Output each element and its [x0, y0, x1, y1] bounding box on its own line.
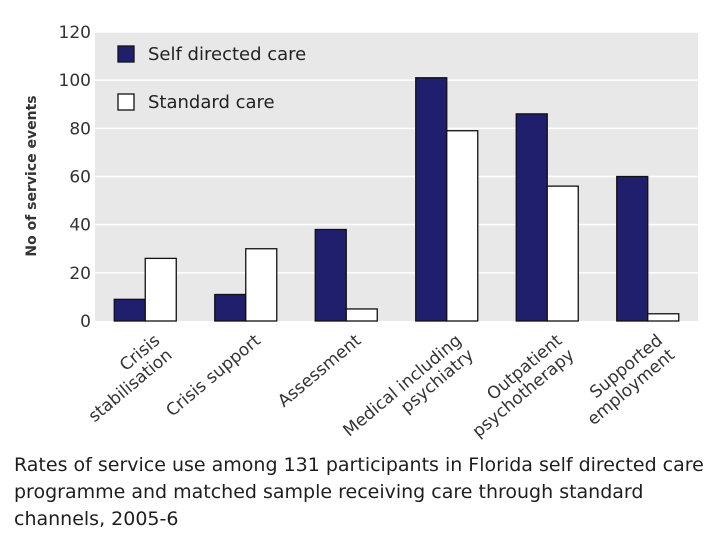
- bar-standard-5: [647, 313, 680, 322]
- y-tick-label: 100: [59, 71, 91, 91]
- bar-standard-4: [546, 185, 579, 322]
- legend-label: Standard care: [148, 92, 275, 113]
- figure-caption: Rates of service use among 131 participa…: [14, 454, 704, 530]
- bar-chart: 0 20 40 60 80 100 120 CrisisstabilisationCrisi…: [24, 23, 698, 442]
- bar-self-directed-5: [616, 175, 649, 322]
- bar-self-directed-0: [113, 298, 146, 322]
- bar-self-directed-4: [515, 113, 548, 322]
- bar-self-directed-3: [415, 77, 448, 322]
- bars: [113, 77, 680, 322]
- y-tick-label: 20: [69, 264, 91, 284]
- y-tick-label: 80: [69, 119, 91, 139]
- y-axis-ticks: 0 20 40 60 80 100 120: [59, 23, 91, 332]
- y-tick-label: 120: [59, 23, 91, 43]
- legend-swatch: [117, 93, 135, 111]
- bar-self-directed-1: [214, 293, 247, 322]
- x-tick-label: Outpatientpsychotherapy: [457, 330, 579, 441]
- gridlines: [95, 31, 698, 274]
- bar-standard-3: [446, 130, 479, 322]
- x-tick-label: Crisisstabilisation: [73, 331, 177, 427]
- y-axis-label: No of service events: [24, 95, 40, 256]
- x-tick-label: Crisis support: [162, 330, 265, 421]
- x-tick-label: Supportedemployment: [571, 330, 679, 429]
- y-tick-label: 0: [80, 312, 91, 332]
- bar-standard-2: [345, 308, 378, 322]
- legend-label: Self directed care: [148, 44, 306, 65]
- y-tick-label: 60: [69, 168, 91, 188]
- bar-standard-0: [144, 257, 177, 322]
- y-tick-label: 40: [69, 216, 91, 236]
- legend: Self directed care Standard care: [117, 44, 306, 113]
- x-tick-label: Assessment: [274, 330, 365, 411]
- bar-standard-1: [245, 248, 278, 322]
- bar-self-directed-2: [314, 228, 347, 322]
- legend-swatch: [117, 45, 135, 63]
